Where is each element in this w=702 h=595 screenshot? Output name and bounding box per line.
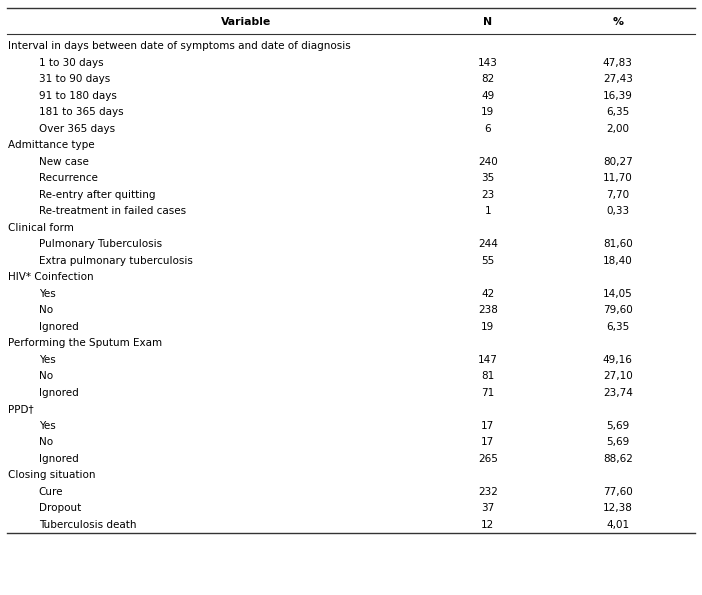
Text: No: No — [39, 305, 53, 315]
Text: 35: 35 — [482, 173, 494, 183]
Text: 49: 49 — [482, 91, 494, 101]
Text: 27,10: 27,10 — [603, 371, 633, 381]
Text: 88,62: 88,62 — [603, 454, 633, 464]
Text: Pulmonary Tuberculosis: Pulmonary Tuberculosis — [39, 239, 161, 249]
Text: Yes: Yes — [39, 421, 55, 431]
Text: 244: 244 — [478, 239, 498, 249]
Text: 6: 6 — [484, 124, 491, 134]
Text: 6,35: 6,35 — [606, 322, 630, 332]
Text: 7,70: 7,70 — [607, 190, 629, 200]
Text: 238: 238 — [478, 305, 498, 315]
Text: 49,16: 49,16 — [603, 355, 633, 365]
Text: 14,05: 14,05 — [603, 289, 633, 299]
Text: 232: 232 — [478, 487, 498, 497]
Text: Re-treatment in failed cases: Re-treatment in failed cases — [39, 206, 186, 217]
Text: 19: 19 — [482, 322, 494, 332]
Text: HIV* Coinfection: HIV* Coinfection — [8, 273, 94, 283]
Text: Recurrence: Recurrence — [39, 173, 98, 183]
Text: 265: 265 — [478, 454, 498, 464]
Text: Ignored: Ignored — [39, 388, 79, 398]
Text: 18,40: 18,40 — [603, 256, 633, 266]
Text: 4,01: 4,01 — [607, 520, 629, 530]
Text: New case: New case — [39, 157, 88, 167]
Text: Interval in days between date of symptoms and date of diagnosis: Interval in days between date of symptom… — [8, 42, 351, 51]
Text: 143: 143 — [478, 58, 498, 68]
Text: 5,69: 5,69 — [606, 421, 630, 431]
Text: Ignored: Ignored — [39, 454, 79, 464]
Text: %: % — [612, 17, 623, 27]
Text: Performing the Sputum Exam: Performing the Sputum Exam — [8, 339, 163, 349]
Text: No: No — [39, 371, 53, 381]
Text: 81: 81 — [482, 371, 494, 381]
Text: No: No — [39, 437, 53, 447]
Text: 79,60: 79,60 — [603, 305, 633, 315]
Text: Yes: Yes — [39, 355, 55, 365]
Text: 80,27: 80,27 — [603, 157, 633, 167]
Text: 240: 240 — [478, 157, 498, 167]
Text: 47,83: 47,83 — [603, 58, 633, 68]
Text: Variable: Variable — [220, 17, 271, 27]
Text: 77,60: 77,60 — [603, 487, 633, 497]
Text: 1 to 30 days: 1 to 30 days — [39, 58, 103, 68]
Text: Re-entry after quitting: Re-entry after quitting — [39, 190, 155, 200]
Text: 2,00: 2,00 — [607, 124, 629, 134]
Text: 1: 1 — [484, 206, 491, 217]
Text: 82: 82 — [482, 74, 494, 84]
Text: 42: 42 — [482, 289, 494, 299]
Text: 6,35: 6,35 — [606, 107, 630, 117]
Text: 0,33: 0,33 — [607, 206, 629, 217]
Text: 16,39: 16,39 — [603, 91, 633, 101]
Text: 17: 17 — [482, 421, 494, 431]
Text: 81,60: 81,60 — [603, 239, 633, 249]
Text: 37: 37 — [482, 503, 494, 513]
Text: 5,69: 5,69 — [606, 437, 630, 447]
Text: 17: 17 — [482, 437, 494, 447]
Text: 19: 19 — [482, 107, 494, 117]
Text: Yes: Yes — [39, 289, 55, 299]
Text: 55: 55 — [482, 256, 494, 266]
Text: Over 365 days: Over 365 days — [39, 124, 114, 134]
Text: PPD†: PPD† — [8, 405, 34, 414]
Text: 27,43: 27,43 — [603, 74, 633, 84]
Text: 181 to 365 days: 181 to 365 days — [39, 107, 124, 117]
Text: N: N — [484, 17, 492, 27]
Text: 12: 12 — [482, 520, 494, 530]
Text: 23: 23 — [482, 190, 494, 200]
Text: Extra pulmonary tuberculosis: Extra pulmonary tuberculosis — [39, 256, 192, 266]
Text: Tuberculosis death: Tuberculosis death — [39, 520, 136, 530]
Text: Closing situation: Closing situation — [8, 471, 96, 480]
Text: Dropout: Dropout — [39, 503, 81, 513]
Text: 23,74: 23,74 — [603, 388, 633, 398]
Text: 91 to 180 days: 91 to 180 days — [39, 91, 117, 101]
Text: 31 to 90 days: 31 to 90 days — [39, 74, 110, 84]
Text: 147: 147 — [478, 355, 498, 365]
Text: Ignored: Ignored — [39, 322, 79, 332]
Text: 71: 71 — [482, 388, 494, 398]
Text: Admittance type: Admittance type — [8, 140, 95, 151]
Text: Clinical form: Clinical form — [8, 223, 74, 233]
Text: 12,38: 12,38 — [603, 503, 633, 513]
Text: Cure: Cure — [39, 487, 63, 497]
Text: 11,70: 11,70 — [603, 173, 633, 183]
